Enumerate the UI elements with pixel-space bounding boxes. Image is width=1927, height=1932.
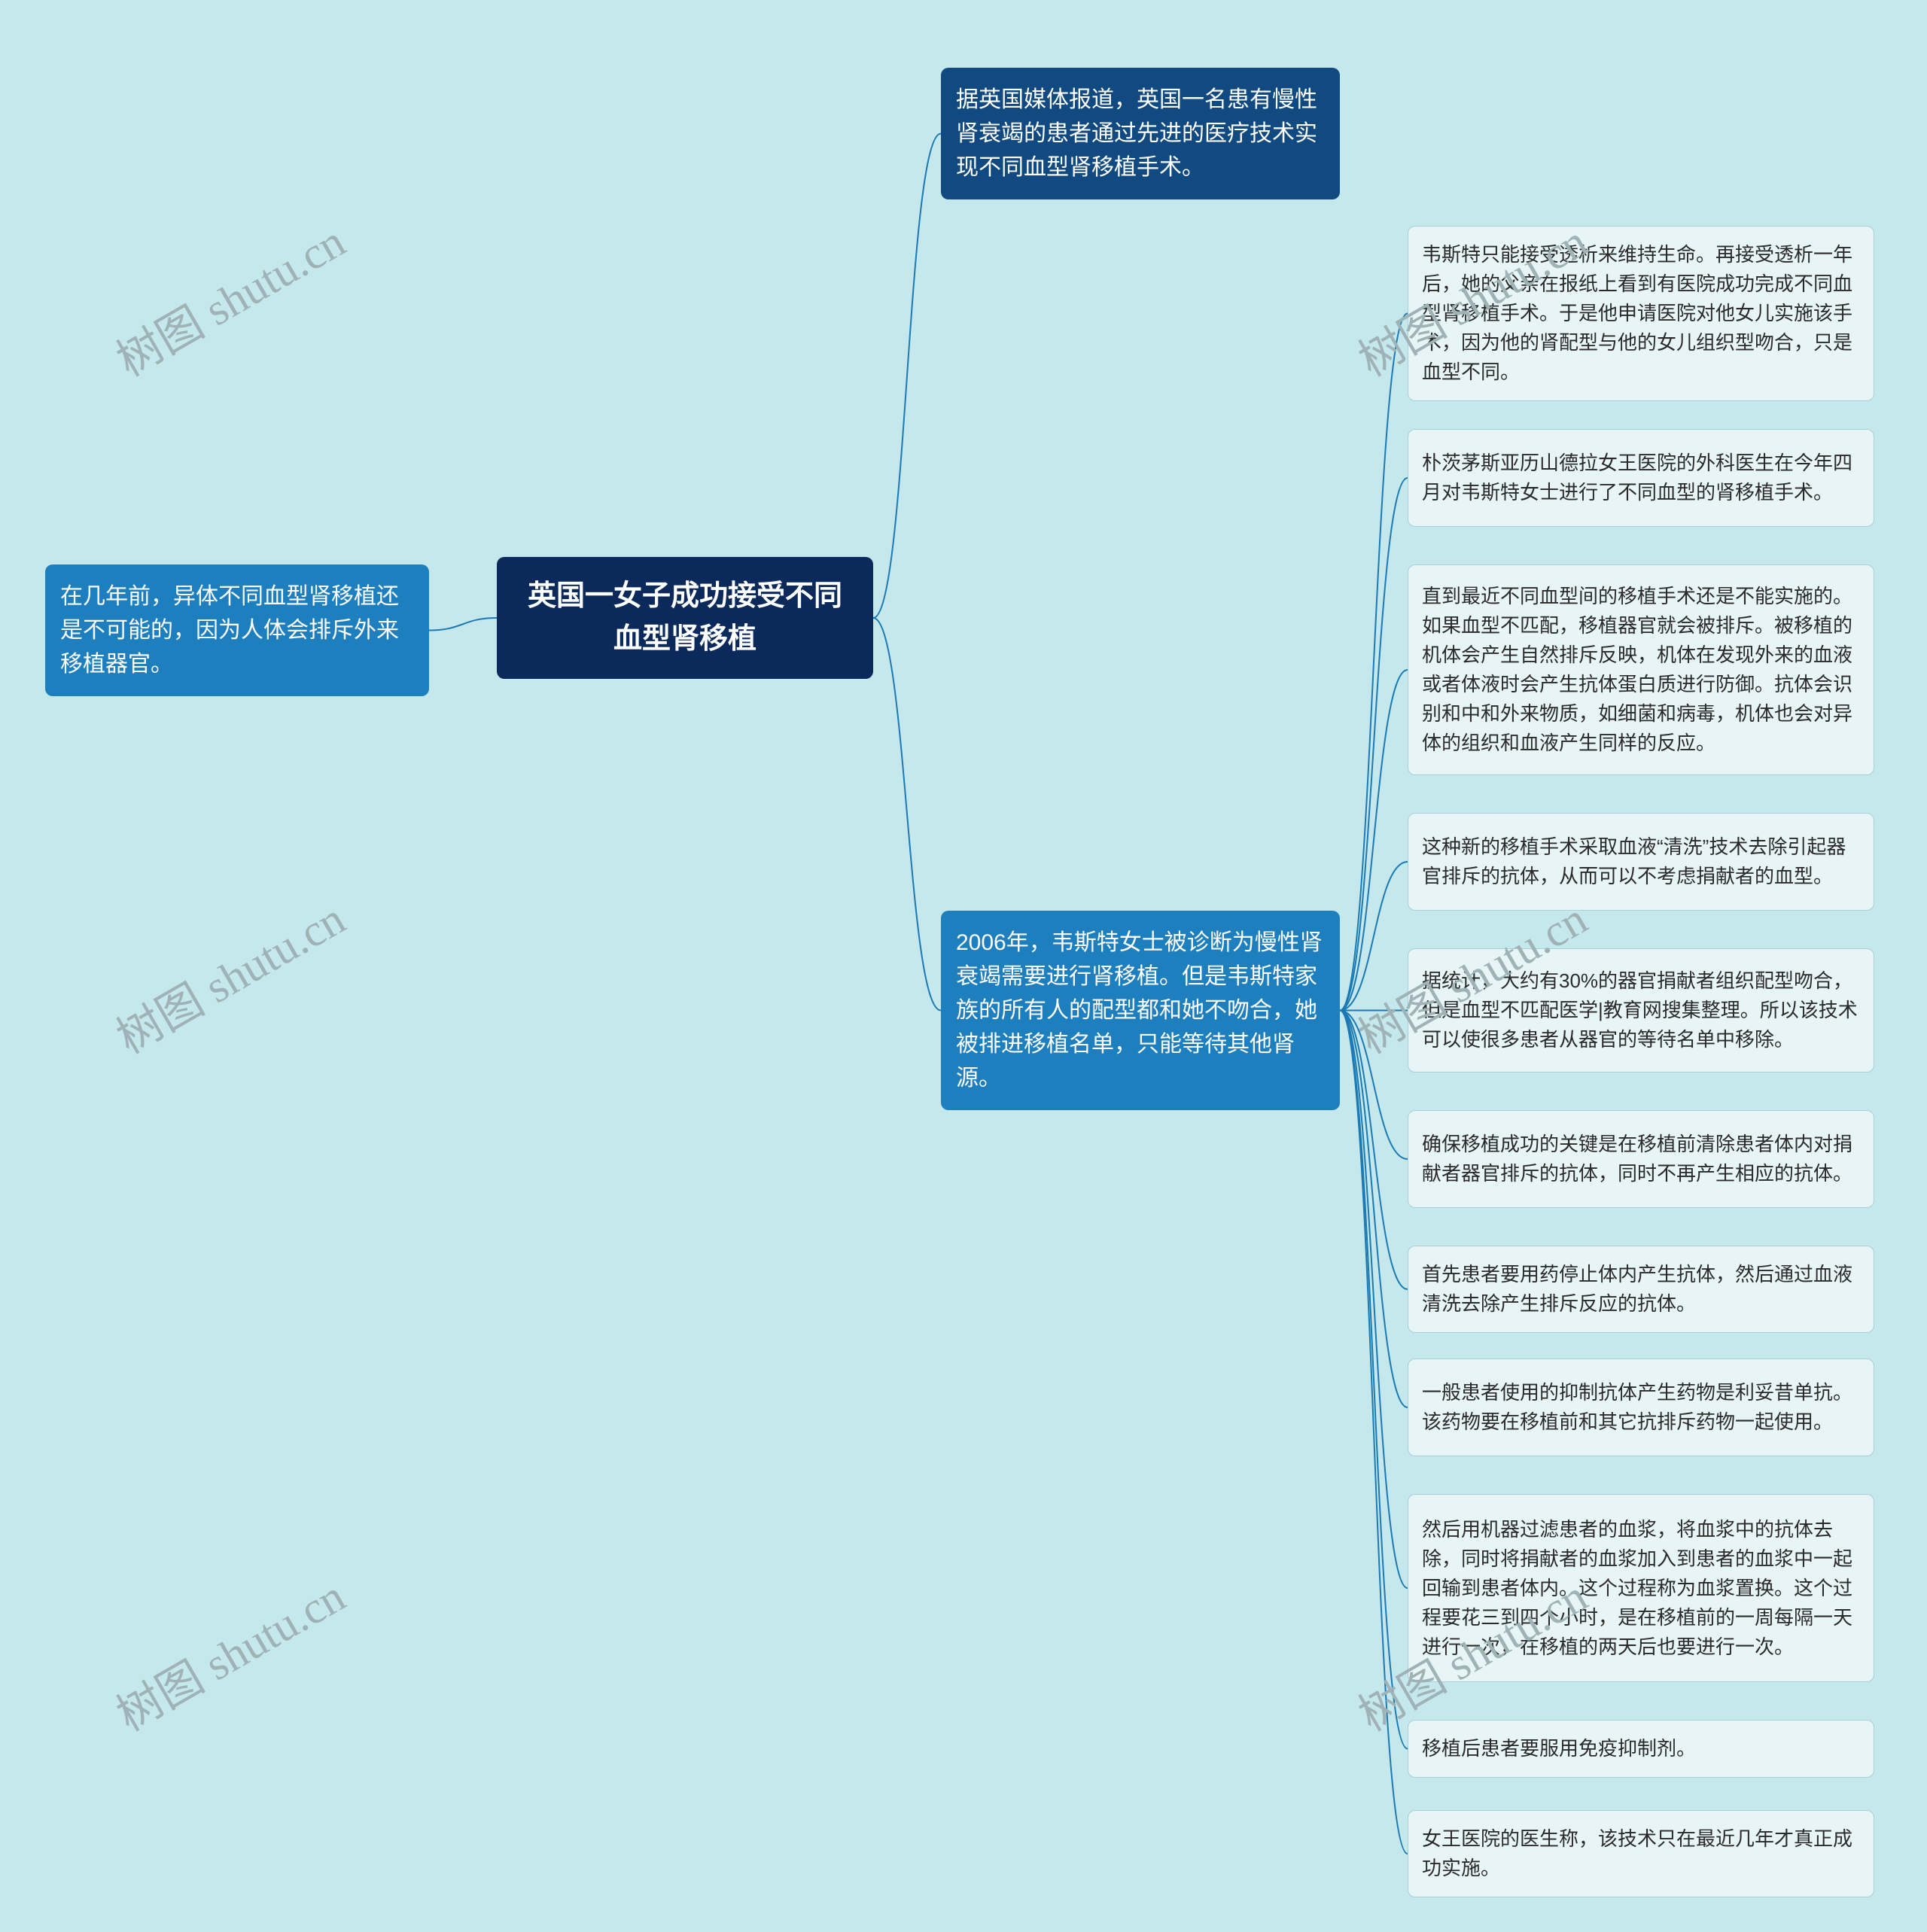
node-leaf-6: 首先患者要用药停止体内产生抗体，然后通过血液清洗去除产生排斥反应的抗体。 bbox=[1408, 1246, 1874, 1333]
node-leaf-5: 确保移植成功的关键是在移植前清除患者体内对捐献者器官排斥的抗体，同时不再产生相应… bbox=[1408, 1110, 1874, 1208]
node-leaf-9: 移植后患者要服用免疫抑制剂。 bbox=[1408, 1720, 1874, 1778]
node-leaf-10: 女王医院的医生称，该技术只在最近几年才真正成功实施。 bbox=[1408, 1810, 1874, 1897]
node-leaf-9-text: 移植后患者要服用免疫抑制剂。 bbox=[1422, 1734, 1860, 1763]
node-branch-1-text: 据英国媒体报道，英国一名患有慢性肾衰竭的患者通过先进的医疗技术实现不同血型肾移植… bbox=[956, 83, 1325, 184]
watermark-4: 树图 shutu.cn bbox=[103, 1560, 355, 1744]
node-leaf-5-text: 确保移植成功的关键是在移植前清除患者体内对捐献者器官排斥的抗体，同时不再产生相应… bbox=[1422, 1130, 1860, 1188]
node-leaf-8-text: 然后用机器过滤患者的血浆，将血浆中的抗体去除，同时将捐献者的血浆加入到患者的血浆… bbox=[1422, 1515, 1860, 1662]
node-leaf-0-text: 韦斯特只能接受透析来维持生命。再接受透析一年后，她的父亲在报纸上看到有医院成功完… bbox=[1422, 240, 1860, 387]
node-branch-1: 据英国媒体报道，英国一名患有慢性肾衰竭的患者通过先进的医疗技术实现不同血型肾移植… bbox=[941, 68, 1340, 199]
node-left-text: 在几年前，异体不同血型肾移植还是不可能的，因为人体会排斥外来移植器官。 bbox=[60, 580, 414, 681]
node-leaf-2: 直到最近不同血型间的移植手术还是不能实施的。如果血型不匹配，移植器官就会被排斥。… bbox=[1408, 564, 1874, 775]
node-leaf-7-text: 一般患者使用的抑制抗体产生药物是利妥昔单抗。该药物要在移植前和其它抗排斥药物一起… bbox=[1422, 1378, 1860, 1437]
node-leaf-8: 然后用机器过滤患者的血浆，将血浆中的抗体去除，同时将捐献者的血浆加入到患者的血浆… bbox=[1408, 1494, 1874, 1682]
watermark-2: 树图 shutu.cn bbox=[103, 883, 355, 1066]
node-leaf-6-text: 首先患者要用药停止体内产生抗体，然后通过血液清洗去除产生排斥反应的抗体。 bbox=[1422, 1260, 1860, 1319]
node-leaf-4-text: 据统计，大约有30%的器官捐献者组织配型吻合，但是血型不匹配医学|教育网搜集整理… bbox=[1422, 966, 1860, 1054]
mindmap-canvas: 在几年前，异体不同血型肾移植还是不可能的，因为人体会排斥外来移植器官。 英国一女子… bbox=[0, 0, 1927, 1932]
node-leaf-0: 韦斯特只能接受透析来维持生命。再接受透析一年后，她的父亲在报纸上看到有医院成功完… bbox=[1408, 226, 1874, 401]
node-leaf-4: 据统计，大约有30%的器官捐献者组织配型吻合，但是血型不匹配医学|教育网搜集整理… bbox=[1408, 948, 1874, 1072]
node-leaf-1: 朴茨茅斯亚历山德拉女王医院的外科医生在今年四月对韦斯特女士进行了不同血型的肾移植… bbox=[1408, 429, 1874, 527]
watermark-0: 树图 shutu.cn bbox=[103, 205, 355, 389]
node-leaf-2-text: 直到最近不同血型间的移植手术还是不能实施的。如果血型不匹配，移植器官就会被排斥。… bbox=[1422, 582, 1860, 758]
node-branch-2: 2006年，韦斯特女士被诊断为慢性肾衰竭需要进行肾移植。但是韦斯特家族的所有人的… bbox=[941, 911, 1340, 1110]
node-root-text: 英国一女子成功接受不同血型肾移植 bbox=[515, 575, 855, 661]
node-root: 英国一女子成功接受不同血型肾移植 bbox=[497, 557, 873, 679]
node-leaf-3-text: 这种新的移植手术采取血液“清洗”技术去除引起器官排斥的抗体，从而可以不考虑捐献者… bbox=[1422, 832, 1860, 891]
node-left: 在几年前，异体不同血型肾移植还是不可能的，因为人体会排斥外来移植器官。 bbox=[45, 564, 429, 696]
node-leaf-3: 这种新的移植手术采取血液“清洗”技术去除引起器官排斥的抗体，从而可以不考虑捐献者… bbox=[1408, 813, 1874, 911]
node-leaf-10-text: 女王医院的医生称，该技术只在最近几年才真正成功实施。 bbox=[1422, 1824, 1860, 1883]
node-branch-2-text: 2006年，韦斯特女士被诊断为慢性肾衰竭需要进行肾移植。但是韦斯特家族的所有人的… bbox=[956, 926, 1325, 1095]
node-leaf-1-text: 朴茨茅斯亚历山德拉女王医院的外科医生在今年四月对韦斯特女士进行了不同血型的肾移植… bbox=[1422, 449, 1860, 507]
node-leaf-7: 一般患者使用的抑制抗体产生药物是利妥昔单抗。该药物要在移植前和其它抗排斥药物一起… bbox=[1408, 1358, 1874, 1456]
